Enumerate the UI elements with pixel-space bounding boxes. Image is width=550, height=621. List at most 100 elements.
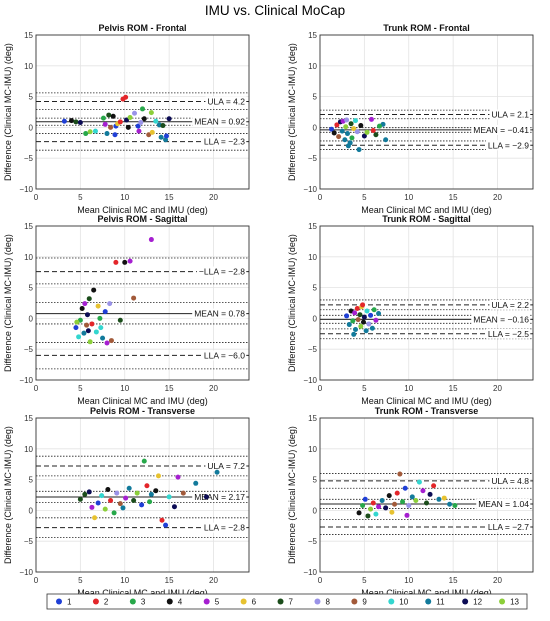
y-tick-label: −5 [308,537,318,546]
data-point [357,312,363,318]
y-tick-label: 5 [313,93,318,102]
data-point [370,500,376,506]
legend-marker [129,598,136,605]
data-point [416,479,422,485]
data-point [89,504,95,510]
y-tick-label: 10 [24,253,33,262]
data-point [135,123,141,129]
x-tick-label: 20 [493,576,502,585]
data-point [400,499,406,505]
data-point [166,116,172,122]
ula-label: ULA = 2.2 [491,300,529,310]
data-point [104,131,110,137]
data-point [136,128,142,134]
y-axis-label: Difference (Clinical MC-IMU) (deg) [287,234,297,372]
data-point [153,118,159,124]
y-tick-label: 0 [313,506,318,515]
data-point [360,302,366,308]
legend-label: 8 [325,598,330,607]
data-point [102,309,108,315]
data-point [394,490,400,496]
y-tick-label: −10 [19,568,33,577]
data-point [82,491,88,497]
ula-label: −LLA = −2.8 [199,267,245,277]
mean-label: MEAN = −0.41 [473,125,529,135]
data-point [360,502,366,508]
lla-label-bg [485,328,531,339]
data-point [98,325,104,331]
data-point [358,123,364,129]
data-point [334,122,340,128]
legend-label: 13 [510,598,519,607]
x-axis-label: Mean Clinical MC and IMU (deg) [361,396,492,406]
x-tick-label: 0 [34,576,39,585]
data-point [171,504,177,510]
y-tick-label: 0 [313,123,318,132]
legend-label: 7 [289,598,294,607]
ula-label-bg [489,299,531,310]
y-tick-label: 15 [308,222,317,231]
data-point [376,504,382,510]
legend-label: 12 [473,598,482,607]
data-point [427,491,433,497]
chart-panel-1: 0 5 10 15 20 −10 −5 0 5 10 15 Pelvis ROM - Frontal M… [3,23,250,215]
legend-marker [166,598,173,605]
data-point [85,328,91,334]
y-axis-label: Difference (Clinical MC-IMU) (deg) [3,234,13,372]
x-tick-label: 15 [449,576,458,585]
data-point [441,495,447,501]
ula-label-bg [489,475,531,486]
data-point [364,308,370,314]
legend-marker [314,598,321,605]
x-tick-label: 10 [120,193,129,202]
data-point [166,494,172,500]
data-point [363,328,369,334]
data-point [345,131,351,137]
data-point [140,106,145,112]
x-tick-label: 10 [404,576,413,585]
legend-marker [425,598,432,605]
data-point [79,306,85,312]
data-point [149,129,155,135]
data-point [368,312,374,318]
plot-frame [319,417,534,573]
data-point [447,501,453,507]
plot-frame [35,417,250,573]
y-tick-label: 5 [313,284,318,293]
x-tick-label: 20 [493,193,502,202]
ula-label-bg [205,461,247,472]
y-axis-label: Difference (Clinical MC-IMU) (deg) [3,43,13,181]
legend-label: 3 [141,598,146,607]
chart-panel-2: 0 5 10 15 20 −10 −5 0 5 10 15 Trunk ROM - Frontal Me… [287,23,534,215]
data-point [148,237,154,243]
data-point [87,129,93,135]
lla-label-bg [201,522,247,533]
y-tick-label: 15 [24,31,33,40]
x-tick-label: 10 [120,576,129,585]
data-point [131,498,137,504]
data-point [117,501,123,507]
y-tick-label: 15 [24,222,33,231]
y-tick-label: 10 [308,62,317,71]
data-point [134,490,140,496]
y-tick-label: 5 [29,284,34,293]
data-point [373,317,379,323]
data-point [104,340,110,346]
legend-label: 1 [67,598,72,607]
legend-label: 10 [399,598,408,607]
data-point [86,296,92,302]
data-point [76,334,82,340]
y-tick-label: −10 [303,568,317,577]
data-point [352,310,358,316]
data-point [138,119,144,125]
data-point [163,133,169,139]
lla-label: LLA = −2.7 [488,522,529,532]
data-point [353,118,358,124]
legend-marker [56,598,62,605]
data-point [82,301,88,307]
x-axis-label: Mean Clinical MC and IMU (deg) [361,588,492,598]
data-point [131,295,137,301]
lla-label: LLA = −2.8 [204,523,245,533]
data-point [347,140,353,146]
